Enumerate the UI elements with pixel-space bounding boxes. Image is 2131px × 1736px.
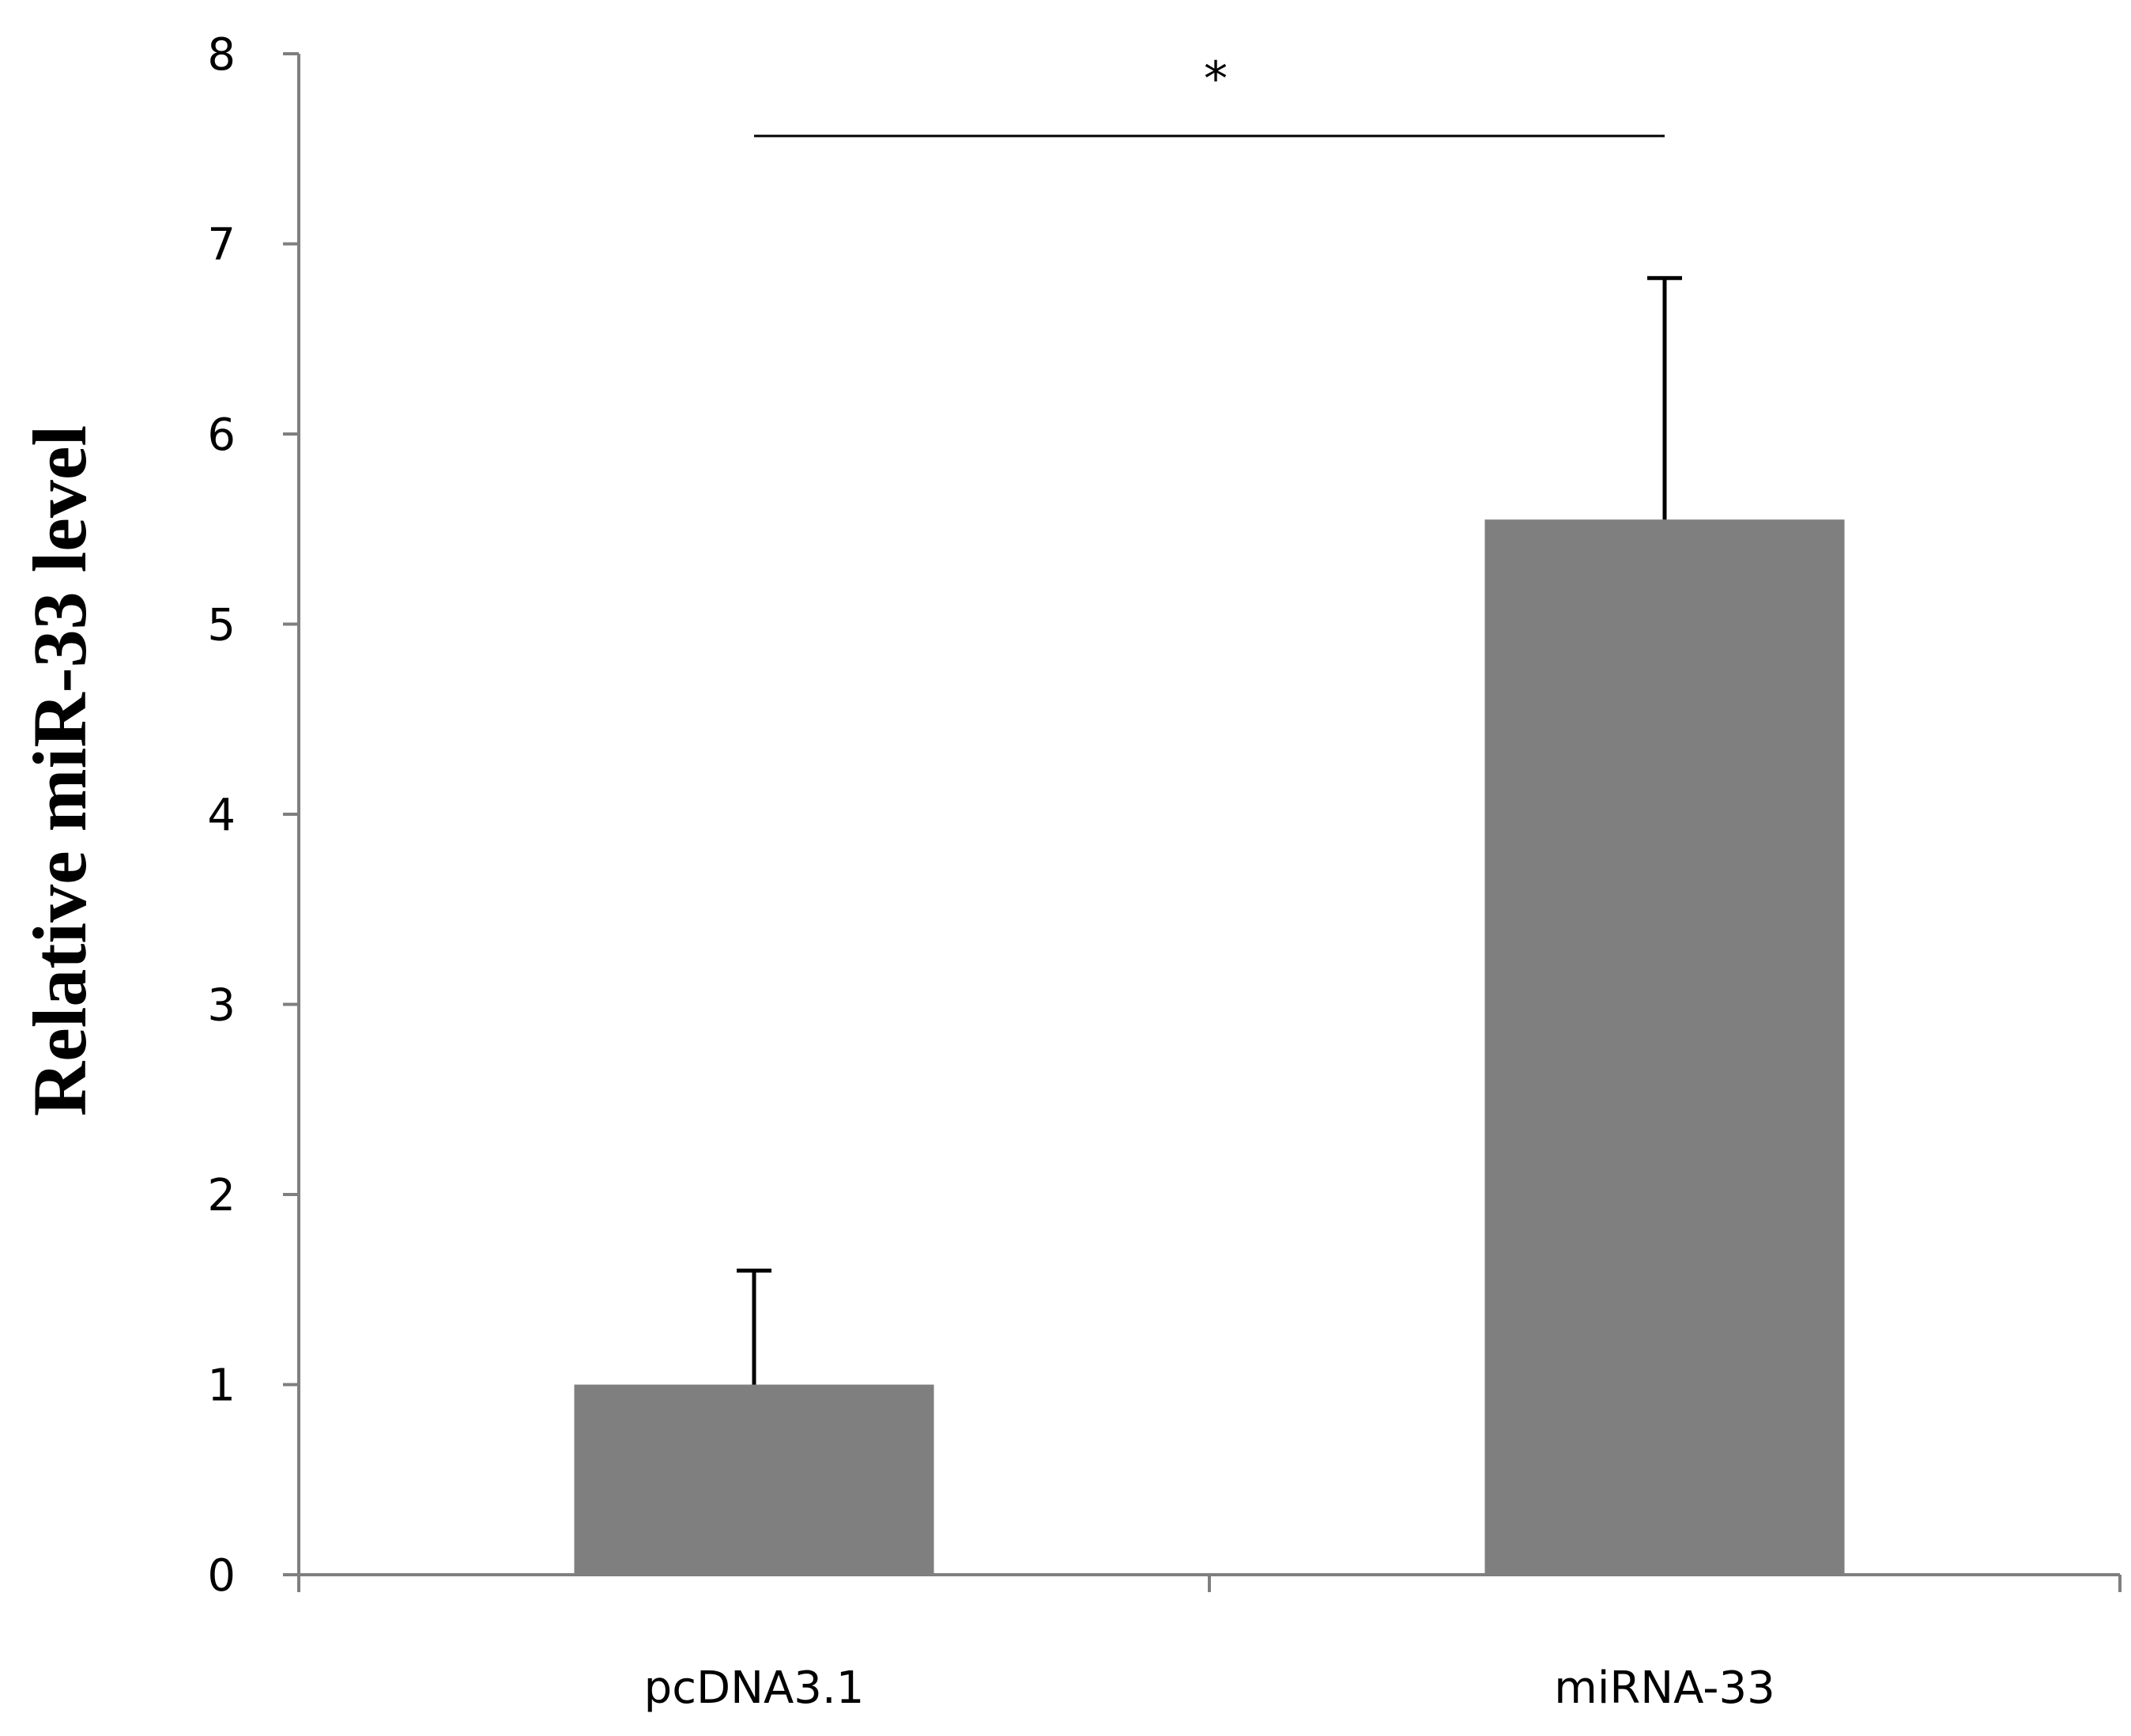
y-tick-label: 7 bbox=[207, 220, 236, 271]
bar bbox=[1484, 519, 1845, 1575]
error-bars bbox=[737, 276, 1682, 1385]
y-tick-label: 2 bbox=[207, 1170, 236, 1221]
x-tick-label: pcDNA3.1 bbox=[644, 1662, 865, 1714]
y-tick-label: 6 bbox=[207, 409, 236, 461]
y-axis-label: Relative miR-33 level bbox=[17, 425, 102, 1116]
x-axis: pcDNA3.1 miRNA-33 bbox=[297, 1573, 2122, 1714]
y-axis: 0 1 2 3 4 5 6 7 8 bbox=[207, 29, 300, 1602]
bar bbox=[574, 1384, 934, 1575]
bars bbox=[574, 519, 1845, 1575]
y-tick-label: 3 bbox=[207, 980, 236, 1032]
significance-marker: * bbox=[754, 51, 1665, 138]
significance-star: * bbox=[1204, 51, 1228, 107]
y-tick-label: 8 bbox=[207, 29, 236, 81]
y-tick-label: 4 bbox=[207, 790, 236, 841]
y-tick-label: 1 bbox=[207, 1360, 236, 1412]
x-tick-label: miRNA-33 bbox=[1554, 1662, 1775, 1714]
y-tick-label: 5 bbox=[207, 600, 236, 651]
y-tick-label: 0 bbox=[207, 1550, 236, 1602]
